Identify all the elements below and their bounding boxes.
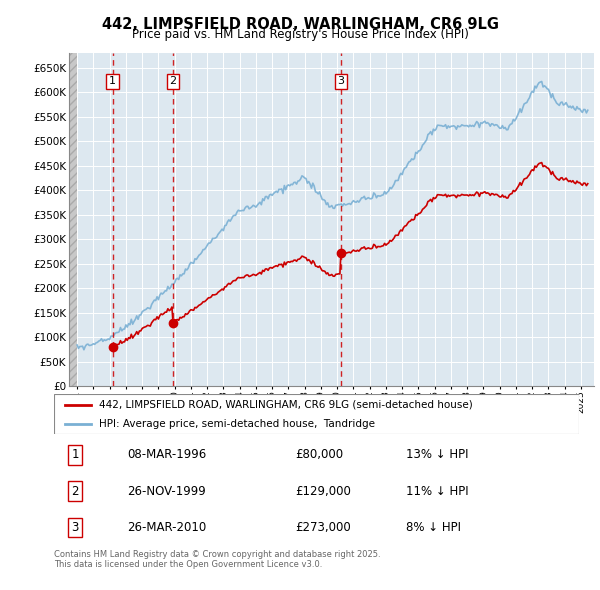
FancyBboxPatch shape xyxy=(54,394,579,434)
Text: £80,000: £80,000 xyxy=(296,448,344,461)
Text: 08-MAR-1996: 08-MAR-1996 xyxy=(128,448,207,461)
Text: 13% ↓ HPI: 13% ↓ HPI xyxy=(406,448,468,461)
Text: £273,000: £273,000 xyxy=(296,521,351,534)
Text: 1: 1 xyxy=(71,448,79,461)
Bar xyxy=(69,53,77,386)
Text: £129,000: £129,000 xyxy=(296,484,352,498)
Text: 26-MAR-2010: 26-MAR-2010 xyxy=(128,521,207,534)
Text: 442, LIMPSFIELD ROAD, WARLINGHAM, CR6 9LG: 442, LIMPSFIELD ROAD, WARLINGHAM, CR6 9L… xyxy=(101,17,499,31)
Text: 1: 1 xyxy=(109,77,116,86)
Text: 2: 2 xyxy=(169,77,176,86)
Text: HPI: Average price, semi-detached house,  Tandridge: HPI: Average price, semi-detached house,… xyxy=(98,419,374,428)
Text: Price paid vs. HM Land Registry's House Price Index (HPI): Price paid vs. HM Land Registry's House … xyxy=(131,28,469,41)
Text: 3: 3 xyxy=(337,77,344,86)
Text: Contains HM Land Registry data © Crown copyright and database right 2025.
This d: Contains HM Land Registry data © Crown c… xyxy=(54,550,380,569)
Text: 442, LIMPSFIELD ROAD, WARLINGHAM, CR6 9LG (semi-detached house): 442, LIMPSFIELD ROAD, WARLINGHAM, CR6 9L… xyxy=(98,400,472,410)
Text: 26-NOV-1999: 26-NOV-1999 xyxy=(128,484,206,498)
Text: 2: 2 xyxy=(71,484,79,498)
Text: 3: 3 xyxy=(71,521,79,534)
Text: 8% ↓ HPI: 8% ↓ HPI xyxy=(406,521,461,534)
Text: 11% ↓ HPI: 11% ↓ HPI xyxy=(406,484,469,498)
